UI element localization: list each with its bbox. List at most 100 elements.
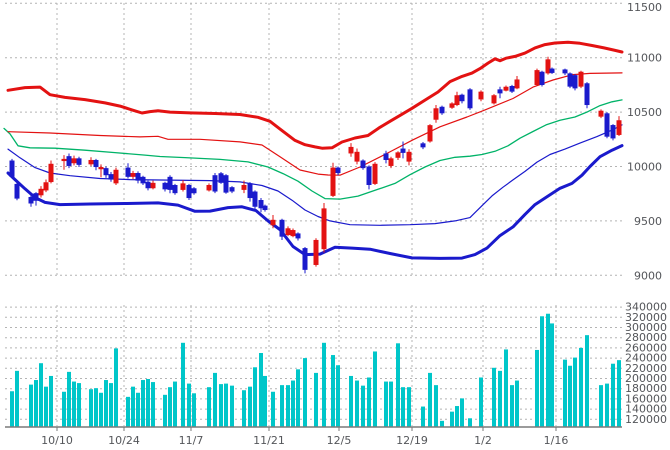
candle-body bbox=[395, 152, 401, 158]
candle bbox=[186, 183, 192, 201]
volume-bar bbox=[535, 349, 539, 427]
candle-body bbox=[616, 120, 622, 135]
volume-bar bbox=[94, 388, 98, 427]
volume-tick-label: 140000 bbox=[625, 403, 667, 416]
candle bbox=[388, 156, 394, 169]
candle-body bbox=[76, 158, 82, 165]
volume-bar bbox=[263, 375, 267, 427]
volume-bar bbox=[349, 375, 353, 427]
candle bbox=[43, 179, 49, 193]
price-tick-label: 11500 bbox=[627, 1, 662, 14]
volume-bar bbox=[563, 359, 567, 427]
candle bbox=[491, 94, 497, 105]
band-lower2-line bbox=[6, 144, 624, 260]
candle bbox=[61, 155, 67, 170]
candle bbox=[206, 183, 212, 192]
candle bbox=[514, 75, 520, 90]
candle bbox=[454, 91, 460, 107]
volume-bar bbox=[498, 370, 502, 427]
volume-tick-label: 160000 bbox=[625, 392, 667, 405]
volume-tick-label: 260000 bbox=[625, 341, 667, 354]
candle bbox=[180, 180, 186, 192]
candle bbox=[258, 198, 264, 213]
candle bbox=[140, 175, 146, 185]
volume-bar bbox=[550, 323, 554, 427]
candle bbox=[14, 182, 20, 201]
volume-bar bbox=[504, 349, 508, 427]
price-tick-label: 9000 bbox=[634, 269, 662, 282]
volume-bar bbox=[291, 380, 295, 427]
candle-body bbox=[330, 167, 336, 196]
volume-bar bbox=[355, 380, 359, 427]
volume-bar bbox=[89, 389, 93, 427]
candle bbox=[262, 204, 268, 212]
volume-bar bbox=[617, 360, 621, 427]
candle-body bbox=[241, 184, 247, 190]
volume-bar bbox=[104, 380, 108, 427]
candle-body bbox=[113, 169, 119, 184]
volume-bar bbox=[573, 357, 577, 427]
candle-body bbox=[43, 182, 49, 191]
volume-bar bbox=[253, 367, 257, 427]
volume-bar bbox=[280, 385, 284, 427]
volume-bar bbox=[39, 363, 43, 427]
candle bbox=[406, 149, 412, 166]
candle-body bbox=[562, 69, 568, 74]
candle bbox=[135, 171, 141, 184]
candle-body bbox=[270, 219, 276, 226]
candle bbox=[610, 124, 616, 141]
volume-bar bbox=[568, 365, 572, 427]
candle-body bbox=[93, 159, 99, 168]
candle bbox=[545, 56, 551, 75]
candle-body bbox=[400, 148, 406, 153]
candle bbox=[229, 186, 235, 194]
candle bbox=[348, 143, 354, 157]
candle bbox=[598, 109, 604, 119]
candle-body bbox=[439, 106, 445, 114]
candle bbox=[28, 195, 34, 207]
candle bbox=[449, 102, 455, 109]
candle-body bbox=[279, 219, 285, 237]
volume-bar bbox=[492, 367, 496, 427]
candle bbox=[539, 70, 545, 87]
volume-bar bbox=[62, 391, 66, 427]
candle bbox=[321, 202, 327, 253]
candle bbox=[467, 88, 473, 110]
volume-bar bbox=[10, 391, 14, 427]
candle bbox=[503, 85, 509, 92]
band-upper2-line bbox=[6, 40, 624, 150]
candle-body bbox=[162, 182, 168, 190]
candle bbox=[108, 171, 114, 182]
candle-body bbox=[578, 71, 584, 87]
date-label: 12/5 bbox=[327, 434, 352, 447]
candle bbox=[420, 142, 426, 150]
candle-body bbox=[514, 79, 520, 89]
volume-bar bbox=[181, 342, 185, 427]
candle bbox=[162, 181, 168, 192]
candle-body bbox=[454, 95, 460, 106]
candle bbox=[572, 74, 578, 91]
volume-bar bbox=[192, 393, 196, 427]
volume-bar bbox=[136, 392, 140, 427]
volume-bar bbox=[421, 406, 425, 427]
volume-bar bbox=[213, 372, 217, 427]
candle-body bbox=[503, 86, 509, 91]
candle bbox=[285, 226, 291, 237]
volume-bar bbox=[77, 383, 81, 427]
candle bbox=[433, 105, 439, 123]
candle bbox=[372, 162, 378, 185]
band-upper1-line bbox=[7, 72, 623, 176]
volume-bar bbox=[450, 411, 454, 427]
volume-bar bbox=[389, 381, 393, 427]
candle bbox=[295, 232, 301, 241]
volume-bar bbox=[49, 375, 53, 427]
volume-bar bbox=[367, 377, 371, 427]
candle-body bbox=[14, 183, 20, 199]
candle bbox=[172, 183, 178, 195]
volume-tick-label: 200000 bbox=[625, 372, 667, 385]
candle bbox=[534, 68, 540, 86]
volume-tick-label: 280000 bbox=[625, 331, 667, 344]
candle bbox=[400, 141, 406, 159]
candle-body bbox=[98, 167, 104, 170]
candle-body bbox=[598, 110, 604, 117]
